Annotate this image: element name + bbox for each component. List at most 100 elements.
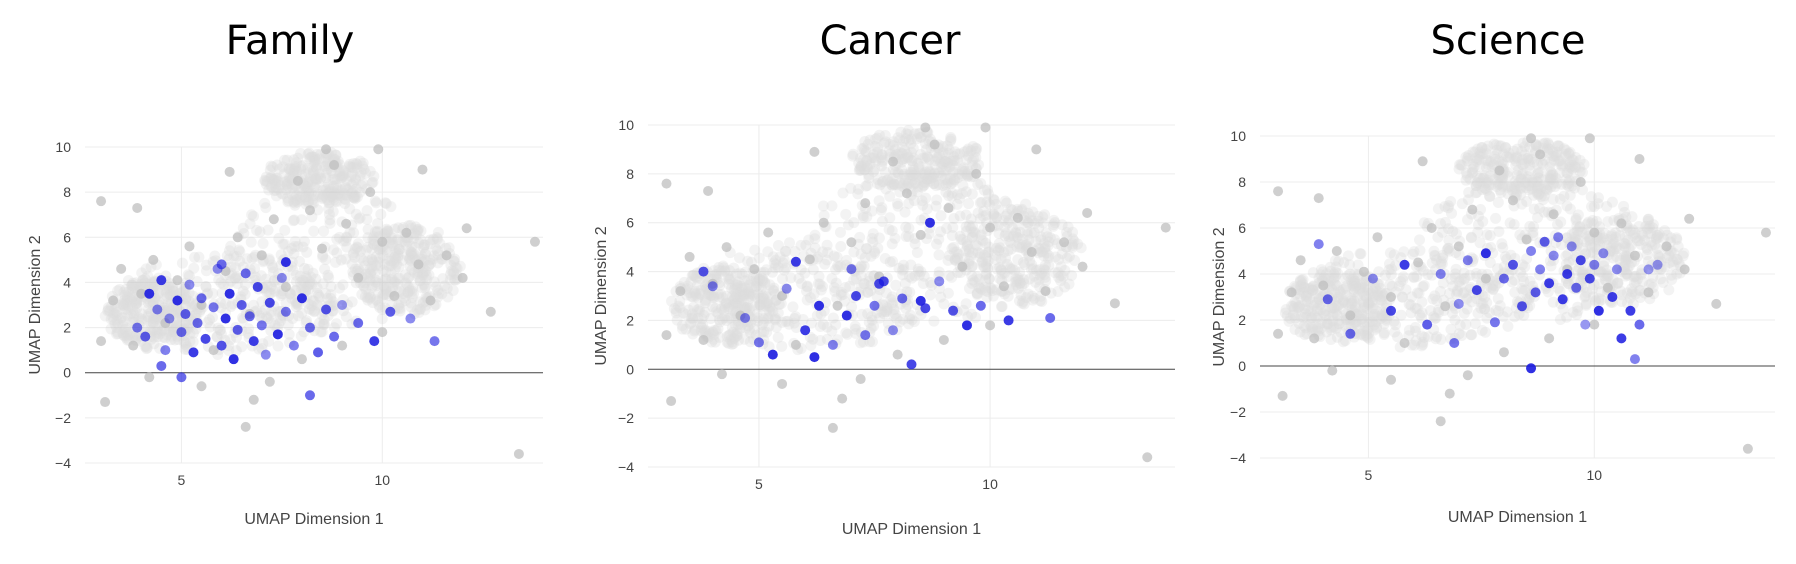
- background-point: [142, 270, 154, 282]
- background-point: [1626, 211, 1638, 223]
- grey-series: [1273, 133, 1771, 454]
- background-point: [848, 274, 860, 286]
- background-point: [986, 283, 998, 295]
- background-point: [1497, 179, 1509, 191]
- background-point: [386, 237, 398, 249]
- background-point: [1437, 252, 1449, 264]
- background-point: [393, 261, 405, 273]
- background-point: [1388, 315, 1400, 327]
- background-point: [404, 285, 416, 297]
- background-point: [955, 233, 967, 245]
- background-point: [949, 146, 961, 158]
- background-point: [1493, 226, 1505, 238]
- background-point: [117, 327, 129, 339]
- background-point: [409, 241, 421, 253]
- background-point: [715, 303, 727, 315]
- background-point: [1557, 158, 1569, 170]
- background-point: [305, 271, 317, 283]
- background-point: [881, 174, 893, 186]
- background-point: [767, 305, 779, 317]
- grey-point: [529, 236, 540, 247]
- background-point: [190, 308, 202, 320]
- background-point: [142, 297, 154, 309]
- background-point: [672, 300, 684, 312]
- background-point: [981, 196, 993, 208]
- background-point: [366, 282, 378, 294]
- y-tick-label: 6: [1238, 220, 1246, 236]
- background-point: [872, 174, 884, 186]
- background-point: [694, 318, 706, 330]
- background-point: [446, 265, 458, 277]
- background-point: [1027, 206, 1039, 218]
- background-point: [1320, 310, 1332, 322]
- background-point: [980, 258, 992, 270]
- background-point: [808, 288, 820, 300]
- background-point: [708, 290, 720, 302]
- background-point: [235, 291, 247, 303]
- background-point: [723, 301, 735, 313]
- background-point: [962, 150, 974, 162]
- background-point: [944, 173, 956, 185]
- grey-point: [1535, 149, 1546, 160]
- background-point: [350, 208, 362, 220]
- background-point: [347, 248, 359, 260]
- background-point: [811, 310, 823, 322]
- grey-point: [1012, 212, 1023, 223]
- background-point: [720, 297, 732, 309]
- background-point: [910, 170, 922, 182]
- background-point: [1492, 263, 1504, 275]
- background-point: [383, 260, 395, 272]
- background-point: [1504, 217, 1516, 229]
- background-point: [1628, 271, 1640, 283]
- background-point: [1661, 229, 1673, 241]
- background-point: [1368, 319, 1380, 331]
- x-tick-label: 10: [1587, 467, 1603, 483]
- background-point: [760, 298, 772, 310]
- background-point: [693, 287, 705, 299]
- background-point: [104, 305, 116, 317]
- background-point: [925, 168, 937, 180]
- background-point: [1646, 259, 1658, 271]
- background-point: [1516, 259, 1528, 271]
- blue-point: [1544, 278, 1555, 289]
- background-point: [769, 313, 781, 325]
- background-point: [961, 239, 973, 251]
- background-point: [393, 272, 405, 284]
- background-point: [713, 331, 725, 343]
- background-point: [861, 243, 873, 255]
- background-point: [871, 290, 883, 302]
- background-point: [991, 263, 1003, 275]
- background-point: [1657, 276, 1669, 288]
- background-point: [1508, 181, 1520, 193]
- background-point: [1422, 331, 1434, 343]
- background-point: [687, 313, 699, 325]
- background-point: [127, 283, 139, 295]
- background-point: [768, 257, 780, 269]
- background-point: [1471, 176, 1483, 188]
- background-point: [1651, 242, 1663, 254]
- background-point: [1385, 268, 1397, 280]
- background-point: [748, 323, 760, 335]
- background-point: [1012, 254, 1024, 266]
- background-point: [337, 169, 349, 181]
- background-point: [977, 210, 989, 222]
- background-point: [889, 232, 901, 244]
- background-point: [946, 187, 958, 199]
- background-point: [1568, 154, 1580, 166]
- background-point: [977, 256, 989, 268]
- background-point: [732, 276, 744, 288]
- background-point: [1571, 220, 1583, 232]
- background-point: [374, 260, 386, 272]
- background-point: [1496, 173, 1508, 185]
- background-point: [912, 157, 924, 169]
- background-point: [1326, 283, 1338, 295]
- background-point: [1477, 298, 1489, 310]
- background-point: [763, 341, 775, 353]
- blue-point: [256, 320, 267, 331]
- background-point: [1456, 160, 1468, 172]
- background-point: [766, 266, 778, 278]
- background-point: [1450, 263, 1462, 275]
- grey-point: [1684, 213, 1695, 224]
- background-point: [951, 252, 963, 264]
